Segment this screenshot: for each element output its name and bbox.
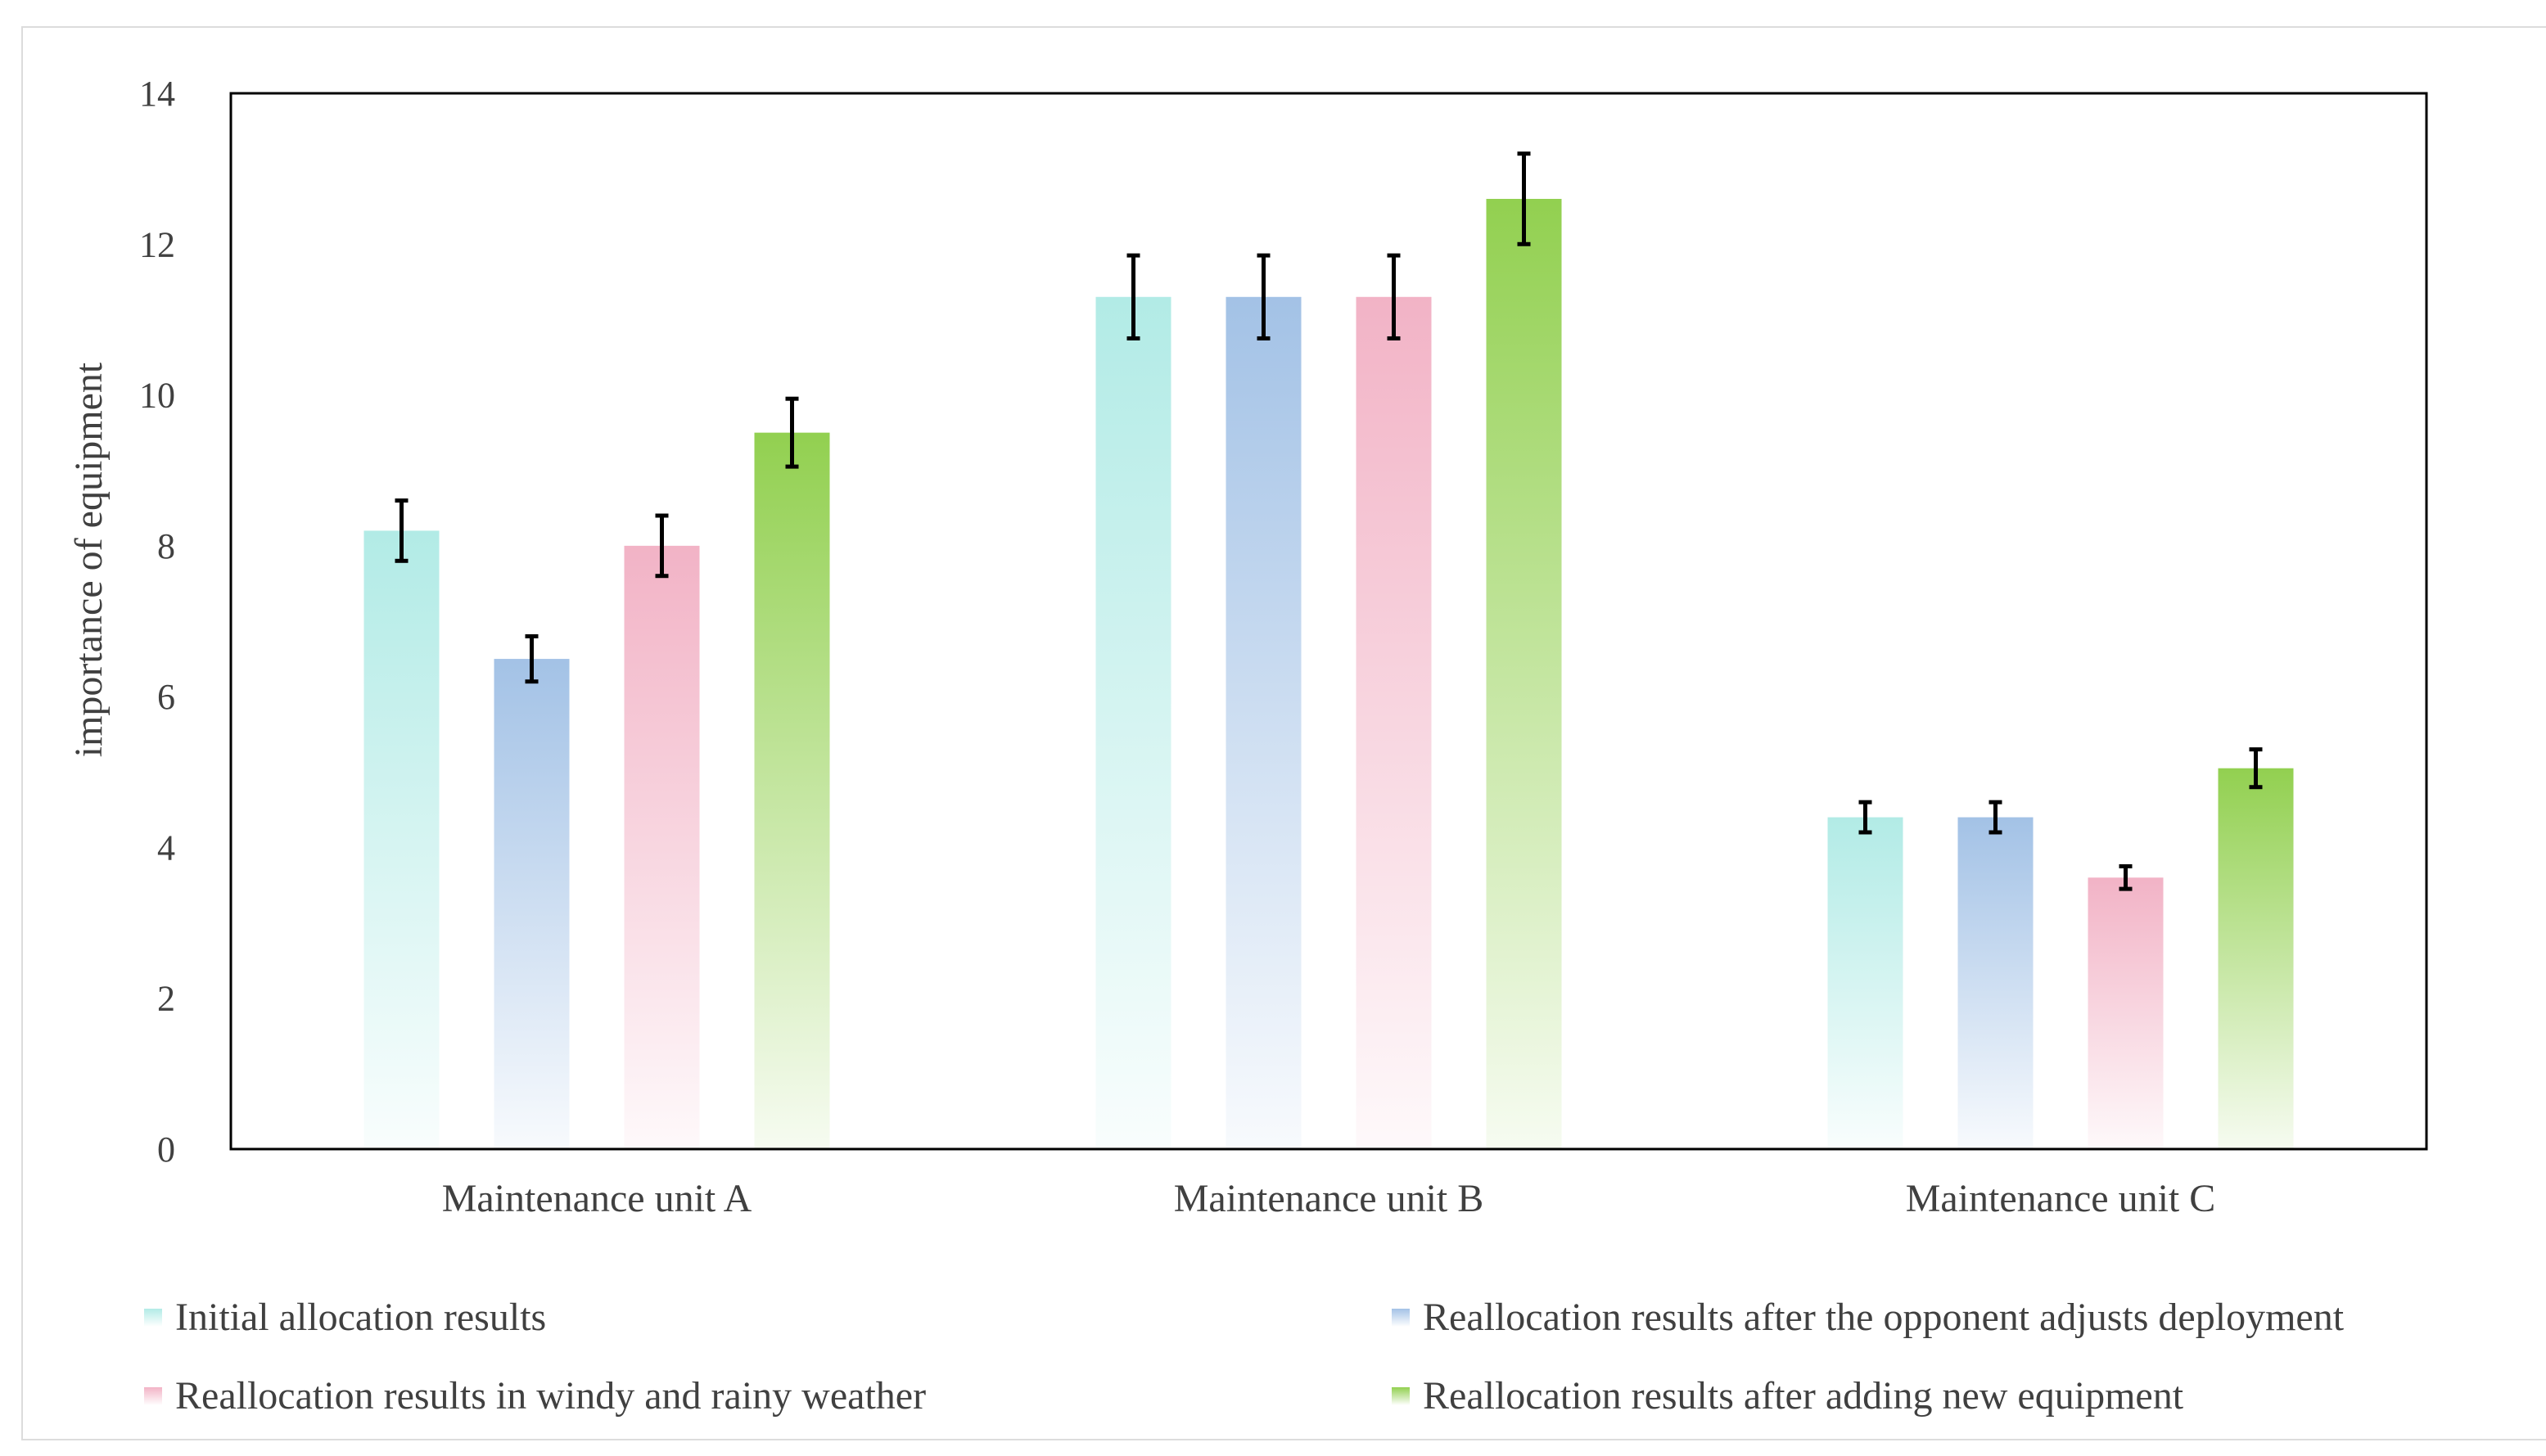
bar xyxy=(754,432,830,1149)
legend-label-opponent: Reallocation results after the opponent … xyxy=(1423,1296,2345,1339)
bar xyxy=(494,659,570,1149)
error-bar xyxy=(1858,800,1872,835)
bar xyxy=(2088,877,2164,1149)
error-bar xyxy=(395,498,409,563)
error-bar xyxy=(655,513,669,579)
y-tick-label: 8 xyxy=(157,526,175,566)
y-tick-label: 14 xyxy=(139,74,175,114)
x-category-label: Maintenance unit B xyxy=(1174,1177,1484,1220)
legend-swatch-new-equipment xyxy=(1392,1386,1410,1405)
bar xyxy=(2218,768,2294,1149)
error-bar xyxy=(785,396,799,469)
y-tick-label: 4 xyxy=(157,827,175,868)
error-bar xyxy=(1387,253,1401,340)
error-bar xyxy=(1257,253,1271,340)
y-axis-title: importance of equipment xyxy=(67,362,111,757)
x-category-label: Maintenance unit C xyxy=(1906,1177,2216,1220)
error-bar xyxy=(2119,863,2133,891)
bar xyxy=(1356,296,1432,1150)
chart-frame xyxy=(21,26,2546,1440)
y-tick-label: 6 xyxy=(157,677,175,717)
legend-item-weather: Reallocation results in windy and rainy … xyxy=(144,1373,926,1418)
error-bar xyxy=(525,633,539,684)
legend-item-initial: Initial allocation results xyxy=(144,1295,546,1340)
error-bar xyxy=(1517,151,1531,246)
y-tick-label: 12 xyxy=(139,224,175,264)
bar xyxy=(1957,817,2034,1149)
x-category-label: Maintenance unit A xyxy=(442,1177,752,1220)
bar xyxy=(363,530,440,1149)
legend-swatch-opponent xyxy=(1392,1308,1410,1327)
y-tick-label: 0 xyxy=(157,1129,175,1170)
error-bar xyxy=(1126,253,1140,340)
legend-label-new-equipment: Reallocation results after adding new eq… xyxy=(1423,1374,2184,1418)
bar xyxy=(1827,817,1903,1149)
legend-label-weather: Reallocation results in windy and rainy … xyxy=(175,1374,927,1418)
y-tick-label: 10 xyxy=(139,376,175,416)
bar xyxy=(624,545,700,1149)
bar xyxy=(1095,296,1171,1150)
error-bar xyxy=(2249,747,2263,790)
legend-swatch-initial xyxy=(144,1308,162,1327)
legend-label-initial: Initial allocation results xyxy=(175,1296,547,1339)
legend-swatch-weather xyxy=(144,1386,162,1405)
legend-item-opponent: Reallocation results after the opponent … xyxy=(1392,1295,2344,1340)
legend-item-new-equipment: Reallocation results after adding new eq… xyxy=(1392,1373,2183,1418)
bar xyxy=(1226,296,1302,1150)
bar xyxy=(1486,199,1562,1149)
error-bar xyxy=(1988,800,2002,835)
y-tick-label: 2 xyxy=(157,979,175,1019)
plot-area xyxy=(229,92,2428,1151)
